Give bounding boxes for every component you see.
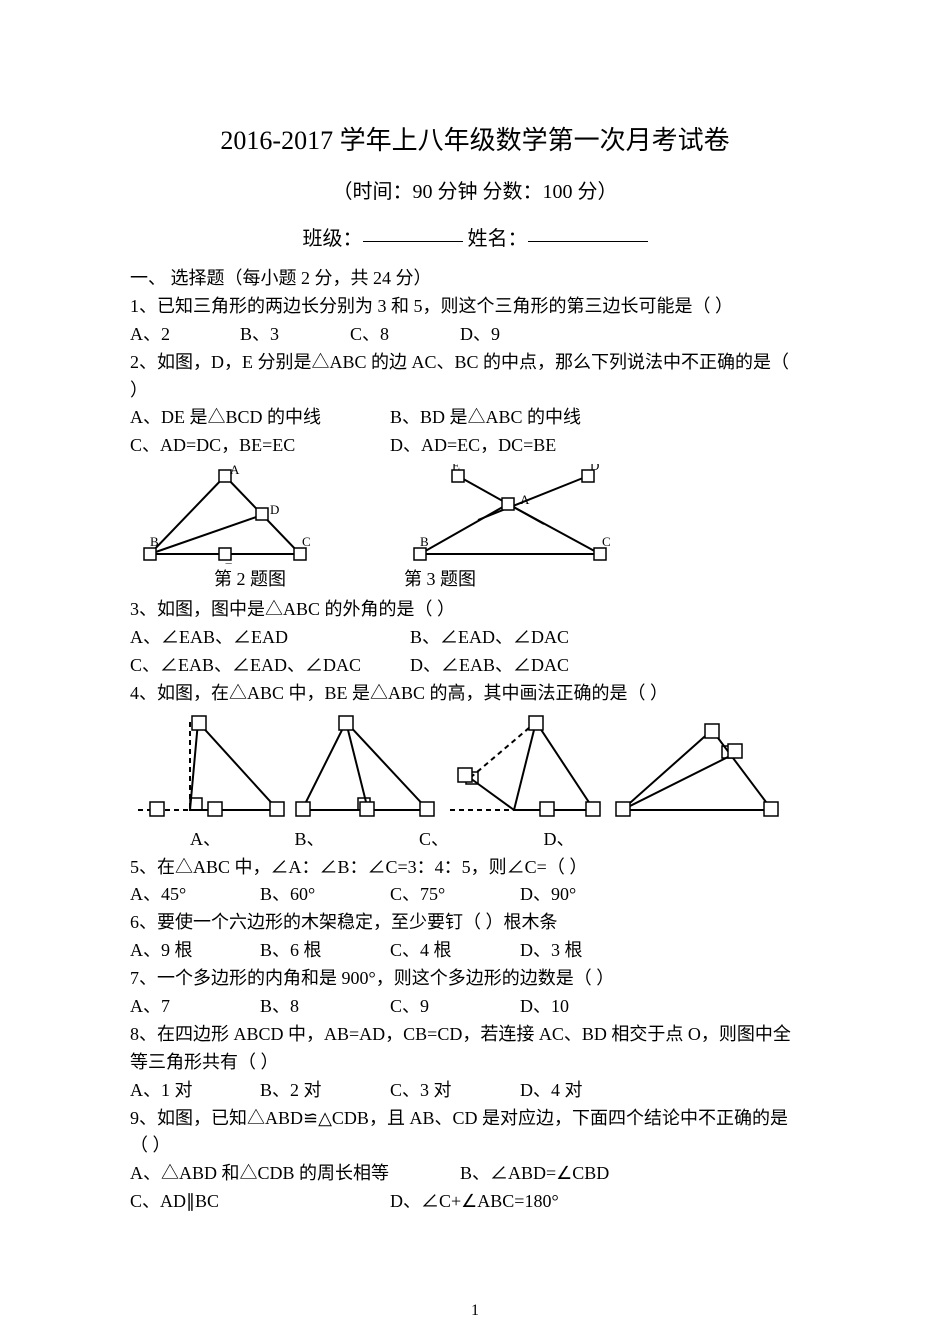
q4-figA	[130, 710, 286, 826]
q8-options: A、1 对 B、2 对 C、3 对 D、4 对	[130, 1077, 820, 1105]
q7-optB: B、8	[260, 993, 390, 1021]
svg-text:D: D	[590, 464, 599, 473]
q5-optD: D、90°	[520, 881, 576, 909]
q9-optA: A、△ABD 和△CDB 的周长相等	[130, 1160, 460, 1188]
q1-optA: A、2	[130, 321, 240, 349]
student-fields: 班级： 姓名：	[130, 222, 820, 251]
svg-text:A: A	[230, 464, 240, 477]
q3-optA: A、∠EAB、∠EAD	[130, 624, 410, 652]
svg-text:C: C	[302, 534, 311, 549]
q4-figD	[608, 710, 780, 826]
q9-stem-line2: （ ）	[130, 1132, 820, 1160]
q6-stem: 6、要使一个六边形的木架稳定，至少要钉（ ）根木条	[130, 909, 820, 937]
q3-optD: D、∠EAB、∠DAC	[410, 652, 569, 680]
svg-text:E: E	[225, 560, 233, 564]
svg-text:D: D	[270, 502, 279, 517]
q4-figures	[130, 710, 820, 826]
q1-optC: C、8	[350, 321, 460, 349]
q1-stem: 1、已知三角形的两边长分别为 3 和 5，则这个三角形的第三边长可能是（ ）	[130, 293, 820, 321]
q3-figure-caption: 第 3 题图	[404, 566, 476, 594]
q4-letA: A、	[190, 826, 290, 854]
q5-stem: 5、在△ABC 中，∠A：∠B：∠C=3：4：5，则∠C=（ ）	[130, 854, 820, 882]
q6-optB: B、6 根	[260, 937, 390, 965]
q7-stem: 7、一个多边形的内角和是 900°，则这个多边形的边数是（ ）	[130, 965, 820, 993]
q5-optA: A、45°	[130, 881, 260, 909]
section-1-header: 一、 选择题（每小题 2 分，共 24 分）	[130, 265, 820, 293]
q7-optA: A、7	[130, 993, 260, 1021]
svg-text:B: B	[420, 534, 429, 549]
q4-letC: C、	[419, 826, 539, 854]
q8-stem-line2: 等三角形共有（ ）	[130, 1049, 820, 1077]
class-blank	[363, 241, 463, 242]
q4-stem: 4、如图，在△ABC 中，BE 是△ABC 的高，其中画法正确的是（ ）	[130, 680, 820, 708]
svg-text:B: B	[150, 534, 159, 549]
page-number: 1	[0, 1302, 950, 1320]
q7-options: A、7 B、8 C、9 D、10	[130, 993, 820, 1021]
q4-letter-line: A、 B、 C、 D、	[130, 826, 820, 854]
q2-options-row2: C、AD=DC，BE=EC D、AD=EC，DC=BE	[130, 432, 820, 460]
q3-figure: B C A E D	[390, 464, 630, 564]
q9-stem-line1: 9、如图，已知△ABD≌△CDB，且 AB、CD 是对应边，下面四个结论中不正确…	[130, 1105, 820, 1133]
q6-options: A、9 根 B、6 根 C、4 根 D、3 根	[130, 937, 820, 965]
q2-figure: B C A D E	[130, 464, 330, 564]
q5-optC: C、75°	[390, 881, 520, 909]
q2-optA: A、DE 是△BCD 的中线	[130, 404, 390, 432]
q1-optD: D、9	[460, 321, 500, 349]
q7-optC: C、9	[390, 993, 520, 1021]
q8-optB: B、2 对	[260, 1077, 390, 1105]
q4-letD: D、	[544, 826, 575, 854]
q6-optA: A、9 根	[130, 937, 260, 965]
q2-optB: B、BD 是△ABC 的中线	[390, 404, 581, 432]
q8-stem-line1: 8、在四边形 ABCD 中，AB=AD，CB=CD，若连接 AC、BD 相交于点…	[130, 1021, 820, 1049]
q2-optC: C、AD=DC，BE=EC	[130, 432, 390, 460]
q8-optD: D、4 对	[520, 1077, 583, 1105]
q4-letB: B、	[295, 826, 415, 854]
name-blank	[528, 241, 648, 242]
q2-options-row1: A、DE 是△BCD 的中线 B、BD 是△ABC 的中线	[130, 404, 820, 432]
svg-text:A: A	[520, 492, 530, 507]
class-label: 班级：	[303, 228, 363, 250]
q3-optB: B、∠EAD、∠DAC	[410, 624, 569, 652]
q3-stem: 3、如图，图中是△ABC 的外角的是（ ）	[130, 596, 820, 624]
svg-text:E: E	[452, 464, 460, 473]
q2-stem-line1: 2、如图，D，E 分别是△ABC 的边 AC、BC 的中点，那么下列说法中不正确…	[130, 349, 820, 377]
q1-optB: B、3	[240, 321, 350, 349]
svg-text:C: C	[602, 534, 611, 549]
q2-optD: D、AD=EC，DC=BE	[390, 432, 556, 460]
q2-figure-caption: 第 2 题图	[214, 566, 404, 594]
q9-optC: C、AD∥BC	[130, 1188, 390, 1216]
q5-optB: B、60°	[260, 881, 390, 909]
exam-subtitle: （时间：90 分钟 分数：100 分）	[130, 175, 820, 204]
q4-figB	[292, 710, 436, 826]
name-label: 姓名：	[468, 228, 528, 250]
q6-optC: C、4 根	[390, 937, 520, 965]
q9-options-row1: A、△ABD 和△CDB 的周长相等 B、∠ABD=∠CBD	[130, 1160, 820, 1188]
exam-title: 2016-2017 学年上八年级数学第一次月考试卷	[130, 120, 820, 157]
q8-optC: C、3 对	[390, 1077, 520, 1105]
q5-options: A、45° B、60° C、75° D、90°	[130, 881, 820, 909]
q3-options-row2: C、∠EAB、∠EAD、∠DAC D、∠EAB、∠DAC	[130, 652, 820, 680]
q3-optC: C、∠EAB、∠EAD、∠DAC	[130, 652, 410, 680]
q9-options-row2: C、AD∥BC D、∠C+∠ABC=180°	[130, 1188, 820, 1216]
q9-optB: B、∠ABD=∠CBD	[460, 1160, 609, 1188]
q2-stem-line2: ）	[130, 377, 820, 405]
q1-options: A、2 B、3 C、8 D、9	[130, 321, 820, 349]
q6-optD: D、3 根	[520, 937, 583, 965]
q3-options-row1: A、∠EAB、∠EAD B、∠EAD、∠DAC	[130, 624, 820, 652]
q8-optA: A、1 对	[130, 1077, 260, 1105]
q4-figC	[442, 710, 602, 826]
q7-optD: D、10	[520, 993, 569, 1021]
q9-optD: D、∠C+∠ABC=180°	[390, 1188, 559, 1216]
